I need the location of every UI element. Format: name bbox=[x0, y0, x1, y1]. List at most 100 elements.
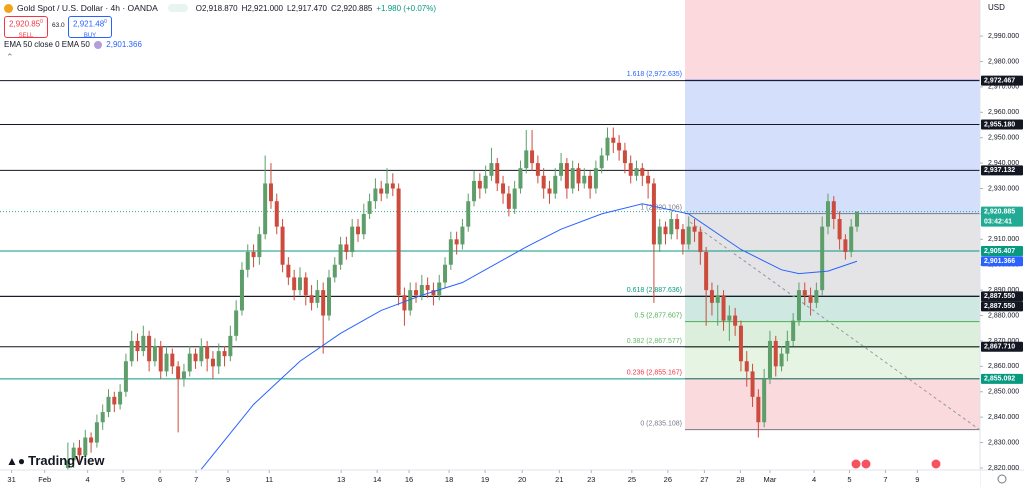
indicator-value: 2,901.366 bbox=[106, 40, 142, 49]
candle-body bbox=[553, 175, 558, 194]
candle-body bbox=[756, 396, 761, 423]
y-tick-label: 2,890.000 bbox=[988, 287, 1019, 294]
candle-body bbox=[129, 340, 134, 362]
status-icons[interactable] bbox=[167, 4, 188, 12]
candle-body bbox=[176, 366, 181, 380]
collapse-arrow[interactable]: ⌃ bbox=[6, 52, 14, 62]
buy-button[interactable]: 2,921.480 BUY bbox=[68, 16, 112, 39]
candle-body bbox=[506, 193, 511, 209]
candle-body bbox=[680, 229, 685, 245]
candle-body bbox=[222, 351, 227, 357]
price-badge-label: 2,937.132 bbox=[984, 167, 1015, 174]
candle-body bbox=[530, 150, 535, 164]
spread: 63.0 bbox=[52, 22, 65, 29]
candle-body bbox=[675, 218, 680, 230]
candle-body bbox=[332, 264, 337, 278]
candle-body bbox=[570, 168, 575, 189]
x-tick-label: 26 bbox=[664, 475, 672, 484]
candle-body bbox=[396, 188, 401, 296]
ohlc-change: +1.980 (+0.07%) bbox=[376, 3, 436, 13]
fib-zone bbox=[685, 347, 980, 379]
candle-body bbox=[292, 277, 297, 291]
candle-body bbox=[796, 290, 801, 321]
candle-body bbox=[170, 353, 175, 367]
price-badge-label: 2,905.407 bbox=[984, 248, 1015, 255]
y-tick-label: 2,930.000 bbox=[988, 185, 1019, 192]
candle-body bbox=[704, 252, 709, 291]
candle-body bbox=[477, 180, 482, 189]
x-tick-label: 16 bbox=[405, 475, 413, 484]
candle-body bbox=[709, 290, 714, 303]
x-tick-label: Feb bbox=[38, 475, 51, 484]
candle-body bbox=[205, 346, 210, 359]
x-tick-label: 25 bbox=[628, 475, 636, 484]
candle-body bbox=[94, 422, 99, 443]
y-tick-label: 2,830.000 bbox=[988, 439, 1019, 446]
candle-body bbox=[727, 315, 732, 321]
candle-body bbox=[373, 188, 378, 202]
candle-body bbox=[361, 213, 366, 235]
candle-body bbox=[588, 175, 593, 189]
candle-body bbox=[321, 290, 326, 316]
x-tick-label: 13 bbox=[337, 475, 345, 484]
y-tick-label: 2,910.000 bbox=[988, 236, 1019, 243]
fib-label: 1.618 (2,972.635) bbox=[627, 71, 682, 78]
event-icon bbox=[860, 458, 872, 470]
x-tick-label: 5 bbox=[121, 475, 125, 484]
candle-body bbox=[251, 252, 256, 258]
currency-label: USD bbox=[988, 3, 1005, 12]
candle-body bbox=[576, 168, 581, 184]
candle-body bbox=[152, 346, 157, 362]
candle-body bbox=[518, 168, 523, 189]
candle-body bbox=[71, 447, 76, 461]
candle-body bbox=[814, 290, 819, 303]
candle-body bbox=[338, 244, 343, 265]
candle-body bbox=[854, 211, 859, 227]
candle-body bbox=[791, 320, 796, 341]
symbol-title[interactable]: Gold Spot / U.S. Dollar · 4h · OANDA bbox=[17, 3, 158, 13]
fib-zone bbox=[685, 378, 980, 430]
candle-body bbox=[495, 163, 500, 184]
price-badge bbox=[981, 341, 1023, 352]
candle-body bbox=[831, 201, 836, 219]
fib-label: 0.5 (2,877.607) bbox=[635, 312, 682, 319]
candle-body bbox=[89, 437, 94, 443]
candle-body bbox=[164, 353, 169, 372]
candle-body bbox=[112, 396, 117, 405]
indicator-legend[interactable]: EMA 50 close 0 EMA 50 2,901.366 bbox=[4, 40, 142, 49]
sell-label: SELL bbox=[18, 32, 34, 39]
candle-body bbox=[454, 239, 459, 245]
candle-body bbox=[181, 371, 186, 380]
x-tick-label: 4 bbox=[812, 475, 816, 484]
candle-body bbox=[802, 290, 807, 296]
candle-body bbox=[274, 201, 279, 227]
candle-body bbox=[593, 168, 598, 189]
settings-icon bbox=[997, 474, 1007, 484]
fib-zone bbox=[685, 321, 980, 348]
candle-body bbox=[820, 226, 825, 291]
candle-body bbox=[738, 325, 743, 362]
y-tick-label: 2,970.000 bbox=[988, 84, 1019, 91]
y-tick-label: 2,950.000 bbox=[988, 135, 1019, 142]
candle-body bbox=[501, 183, 506, 194]
candle-body bbox=[657, 226, 662, 245]
fib-zone bbox=[685, 213, 980, 297]
candle-body bbox=[216, 351, 221, 367]
logo: ▲● TradingView bbox=[6, 453, 104, 468]
candle-body bbox=[512, 188, 517, 209]
candle-body bbox=[622, 150, 627, 164]
candle-body bbox=[234, 310, 239, 336]
candle-body bbox=[460, 226, 465, 245]
sell-button[interactable]: 2,920.850 SELL bbox=[4, 16, 48, 39]
candle-body bbox=[379, 188, 384, 194]
buy-price-sup: 0 bbox=[104, 19, 107, 25]
event-icon bbox=[930, 458, 942, 470]
candle-body bbox=[268, 183, 273, 202]
candle-body bbox=[489, 163, 494, 176]
price-badge bbox=[981, 373, 1023, 384]
candle-body bbox=[733, 315, 738, 326]
candle-body bbox=[83, 437, 88, 456]
candle-body bbox=[309, 295, 314, 303]
candle-body bbox=[825, 201, 830, 227]
candle-body bbox=[715, 295, 720, 303]
